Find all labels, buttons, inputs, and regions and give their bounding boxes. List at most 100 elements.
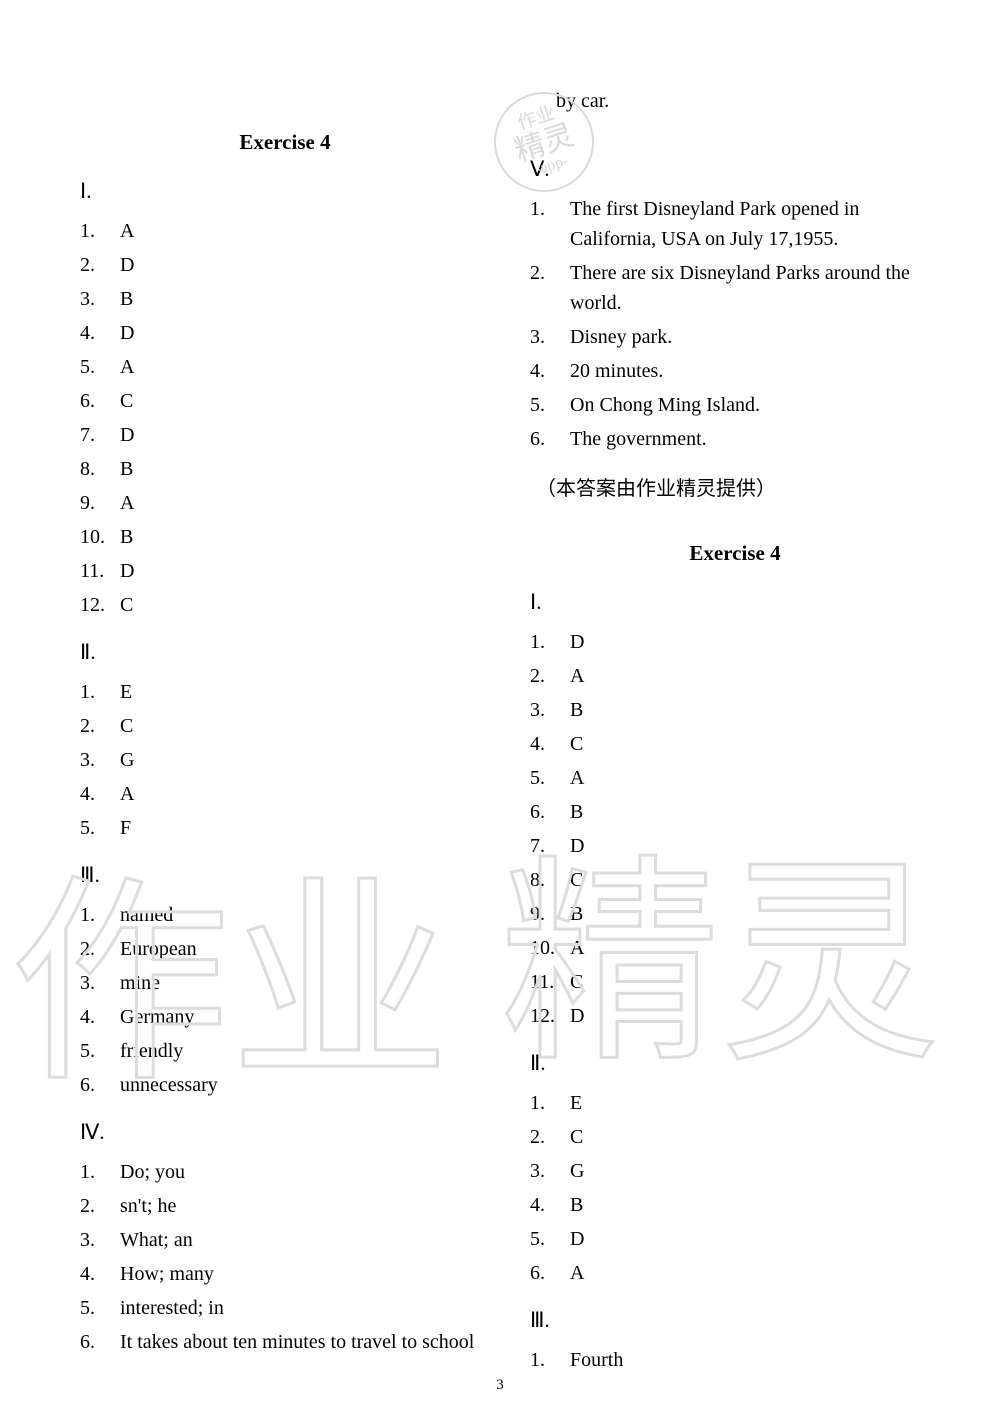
item-value: C: [120, 590, 133, 620]
item-value: What; an: [120, 1225, 193, 1255]
list-item: 5.interested; in: [80, 1291, 490, 1325]
item-value: The first Disneyland Park opened in Cali…: [570, 194, 940, 254]
item-number: 9.: [530, 899, 558, 929]
list-item: 1. E: [80, 675, 490, 709]
list-item: 9.B: [530, 897, 940, 931]
section-1-list: 1.A 2.D 3.B 4.D 5.A 6.C 7.D 8.B 9.A 10.B…: [80, 214, 490, 622]
list-item: 7.D: [80, 418, 490, 452]
item-number: 6.: [80, 386, 108, 416]
list-item: 6.A: [530, 1256, 940, 1290]
list-item: 6. unnecessary: [80, 1068, 490, 1102]
section-2-list: 1.E 2.C 3.G 4.A 5.F: [80, 675, 490, 845]
list-item: 8.B: [80, 452, 490, 486]
item-value: E: [120, 677, 132, 707]
section-label-1r: Ⅰ.: [530, 590, 940, 615]
item-value: named: [120, 900, 173, 930]
section-5-list: 1.The first Disneyland Park opened in Ca…: [530, 192, 940, 456]
list-item: 1.Do; you: [80, 1155, 490, 1189]
item-number: 3.: [530, 695, 558, 725]
page-number: 3: [496, 1377, 504, 1394]
item-number: 6.: [530, 797, 558, 827]
left-column: Exercise 4 Ⅰ. 1.A 2.D 3.B 4.D 5.A 6.C 7.…: [80, 90, 490, 1377]
list-item: 4.How; many: [80, 1257, 490, 1291]
item-value: 20 minutes.: [570, 356, 663, 386]
item-value: A: [570, 763, 584, 793]
item-number: 11.: [80, 556, 108, 586]
section-3r-list: 1.Fourth: [530, 1343, 940, 1377]
item-value: Fourth: [570, 1345, 623, 1375]
exercise-title: Exercise 4: [530, 541, 940, 566]
item-number: 5.: [80, 1036, 108, 1066]
item-value: unnecessary: [120, 1070, 218, 1100]
item-value: B: [120, 284, 133, 314]
item-value: How; many: [120, 1259, 214, 1289]
item-value: A: [120, 779, 134, 809]
item-value: D: [570, 1224, 584, 1254]
item-value: F: [120, 813, 131, 843]
item-value: D: [120, 556, 134, 586]
item-number: 2.: [80, 934, 108, 964]
list-item: 1. named: [80, 898, 490, 932]
list-item: 11.C: [530, 965, 940, 999]
list-item: 5.F: [80, 811, 490, 845]
attribution-text: （本答案由作业精灵提供）: [536, 472, 940, 501]
list-item: 9.A: [80, 486, 490, 520]
item-value: B: [570, 1190, 583, 1220]
item-value: C: [120, 711, 133, 741]
item-number: 5.: [530, 763, 558, 793]
item-value: G: [120, 745, 134, 775]
item-value: B: [120, 454, 133, 484]
item-number: 4.: [80, 318, 108, 348]
list-item: 2.C: [530, 1120, 940, 1154]
section-1r-list: 1.D 2.A 3.B 4.C 5.A 6.B 7.D 8.C 9.B 10.A…: [530, 625, 940, 1033]
list-item: 6.B: [530, 795, 940, 829]
item-number: 1.: [80, 900, 108, 930]
list-item: 1.A: [80, 214, 490, 248]
item-number: 1.: [530, 194, 558, 254]
section-label-2: Ⅱ.: [80, 640, 490, 665]
item-number: 2.: [80, 250, 108, 280]
item-number: 2.: [530, 258, 558, 318]
list-item: 3.B: [80, 282, 490, 316]
item-number: 1.: [80, 216, 108, 246]
item-value: Disney park.: [570, 322, 672, 352]
item-number: 3.: [80, 968, 108, 998]
list-item: 6. It takes about ten minutes to travel t…: [80, 1325, 490, 1359]
item-number: 5.: [530, 1224, 558, 1254]
list-item: 10.B: [80, 520, 490, 554]
item-number: 6.: [80, 1327, 108, 1357]
list-item: 1.Fourth: [530, 1343, 940, 1377]
item-value: D: [570, 831, 584, 861]
item-value: friendly: [120, 1036, 183, 1066]
item-number: 2.: [530, 661, 558, 691]
right-column: by car. Ⅴ. 1.The first Disneyland Park o…: [530, 90, 940, 1377]
item-value: A: [120, 488, 134, 518]
item-value: C: [570, 967, 583, 997]
item-value: D: [570, 1001, 584, 1031]
list-item: 4. C: [530, 727, 940, 761]
list-item: 3.G: [80, 743, 490, 777]
item-value: E: [570, 1088, 582, 1118]
list-item: 5.On Chong Ming Island.: [530, 388, 940, 422]
item-number: 6.: [80, 1070, 108, 1100]
list-item: 3.Disney park.: [530, 320, 940, 354]
list-item: 5. A: [530, 761, 940, 795]
item-number: 1.: [80, 677, 108, 707]
item-number: 4.: [80, 1002, 108, 1032]
item-value: C: [570, 865, 583, 895]
item-number: 4.: [530, 729, 558, 759]
item-value: C: [570, 729, 583, 759]
item-number: 6.: [530, 424, 558, 454]
item-number: 4.: [80, 779, 108, 809]
list-item: 8.C: [530, 863, 940, 897]
list-item: 4. A: [80, 777, 490, 811]
item-value: Do; you: [120, 1157, 185, 1187]
item-value: B: [120, 522, 133, 552]
item-value: A: [570, 661, 584, 691]
item-value: D: [120, 250, 134, 280]
item-value: A: [570, 1258, 584, 1288]
item-number: 1.: [530, 627, 558, 657]
list-item: 3.What; an: [80, 1223, 490, 1257]
item-value: It takes about ten minutes to travel to …: [120, 1327, 474, 1357]
item-value: A: [120, 352, 134, 382]
